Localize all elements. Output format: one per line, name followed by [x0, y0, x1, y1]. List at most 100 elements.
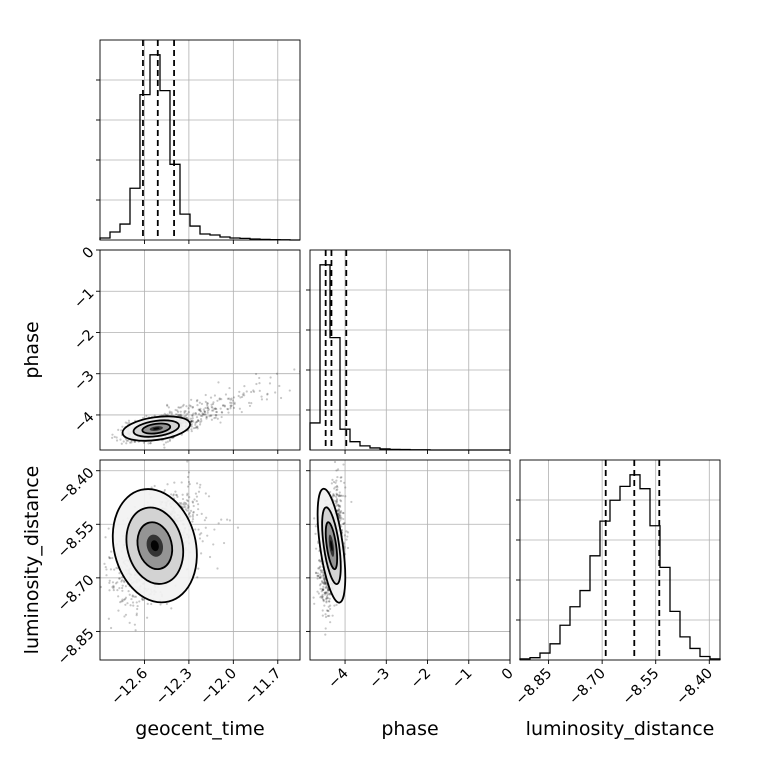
- scatter-point: [146, 602, 149, 605]
- x-tick-label: −12.3: [153, 666, 196, 709]
- scatter-point: [195, 426, 198, 429]
- scatter-point: [111, 581, 115, 584]
- scatter-point: [313, 602, 316, 605]
- scatter-point: [174, 490, 177, 493]
- scatter-point: [293, 368, 296, 371]
- scatter-point: [339, 476, 342, 479]
- scatter-point: [113, 568, 116, 571]
- scatter-point: [190, 398, 193, 401]
- scatter-point: [329, 490, 332, 494]
- scatter-point: [314, 525, 317, 528]
- scatter-point: [178, 406, 181, 409]
- scatter-point: [323, 591, 326, 594]
- scatter-point: [327, 605, 330, 608]
- scatter-point: [118, 577, 121, 580]
- scatter-point: [191, 515, 195, 518]
- scatter-point: [108, 556, 111, 559]
- scatter-point: [326, 587, 329, 590]
- scatter-point: [324, 583, 328, 586]
- scatter-point: [329, 604, 332, 607]
- y-tick-label: −8.55: [55, 519, 98, 562]
- scatter-point: [325, 601, 328, 604]
- scatter-point: [181, 493, 184, 496]
- scatter-point: [120, 579, 124, 582]
- density-level: [330, 540, 333, 552]
- scatter-point: [337, 504, 340, 507]
- scatter-point: [126, 602, 129, 605]
- scatter-point: [335, 497, 339, 501]
- scatter-point: [124, 421, 127, 424]
- scatter-point: [342, 511, 345, 515]
- scatter-point: [346, 546, 350, 550]
- scatter-point: [340, 529, 344, 532]
- scatter-point: [333, 494, 336, 498]
- scatter-point: [337, 508, 341, 511]
- scatter-point: [131, 601, 135, 604]
- scatter-point: [113, 435, 116, 439]
- scatter-panel-geocent_time-phase: −4 −3 −2 −1 0: [71, 244, 301, 454]
- scatter-point: [338, 512, 341, 515]
- scatter-point: [135, 612, 138, 615]
- scatter-point: [197, 408, 200, 411]
- scatter-point: [328, 600, 331, 603]
- scatter-point: [198, 408, 201, 412]
- scatter-point: [337, 508, 341, 511]
- scatter-point: [335, 495, 338, 499]
- scatter-point: [322, 600, 325, 603]
- scatter-point: [163, 412, 166, 415]
- scatter-point: [339, 480, 343, 483]
- scatter-point: [174, 413, 178, 416]
- scatter-point: [195, 495, 199, 498]
- scatter-point: [119, 601, 122, 604]
- scatter-point: [176, 495, 179, 498]
- scatter-point: [192, 511, 195, 514]
- scatter-point: [327, 609, 330, 613]
- scatter-point: [312, 596, 315, 599]
- scatter-point: [323, 583, 326, 586]
- scatter-point: [186, 494, 189, 497]
- scatter-point: [215, 410, 218, 414]
- scatter-point: [210, 403, 213, 406]
- scatter-point: [279, 396, 283, 400]
- contour-line: [111, 488, 198, 604]
- scatter-point: [228, 519, 232, 522]
- contour-line: [141, 422, 172, 435]
- scatter-point: [230, 401, 233, 405]
- scatter-point: [314, 571, 318, 574]
- scatter-point: [180, 481, 183, 484]
- scatter-point: [206, 411, 209, 414]
- scatter-point: [329, 607, 332, 611]
- scatter-point: [205, 516, 208, 519]
- histogram-geocent_time: [99, 54, 300, 241]
- scatter-point: [186, 504, 190, 507]
- scatter-point: [184, 505, 187, 509]
- scatter-point: [138, 600, 141, 603]
- scatter-point: [266, 393, 269, 396]
- scatter-point: [346, 535, 349, 538]
- scatter-point: [323, 582, 326, 585]
- scatter-point: [342, 522, 345, 525]
- scatter-point: [206, 407, 210, 410]
- scatter-point: [123, 598, 127, 601]
- scatter-point: [166, 403, 169, 406]
- scatter-point: [184, 502, 187, 505]
- scatter-point: [321, 571, 324, 574]
- scatter-point: [166, 440, 169, 443]
- scatter-point: [185, 499, 188, 502]
- scatter-point: [163, 488, 166, 492]
- scatter-point: [164, 441, 168, 444]
- scatter-point: [323, 579, 326, 582]
- scatter-point: [321, 588, 325, 592]
- scatter-point: [324, 613, 327, 616]
- scatter-point: [200, 552, 203, 555]
- scatter-point: [127, 590, 130, 593]
- scatter-point: [172, 493, 175, 496]
- y-tick-label: −3: [71, 368, 97, 394]
- scatter-point: [197, 567, 200, 570]
- scatter-point: [168, 439, 171, 442]
- scatter-point: [109, 557, 112, 560]
- scatter-point: [195, 420, 199, 423]
- scatter-point: [229, 407, 232, 410]
- scatter-point: [124, 585, 127, 588]
- x-tick-label: −3: [367, 666, 393, 692]
